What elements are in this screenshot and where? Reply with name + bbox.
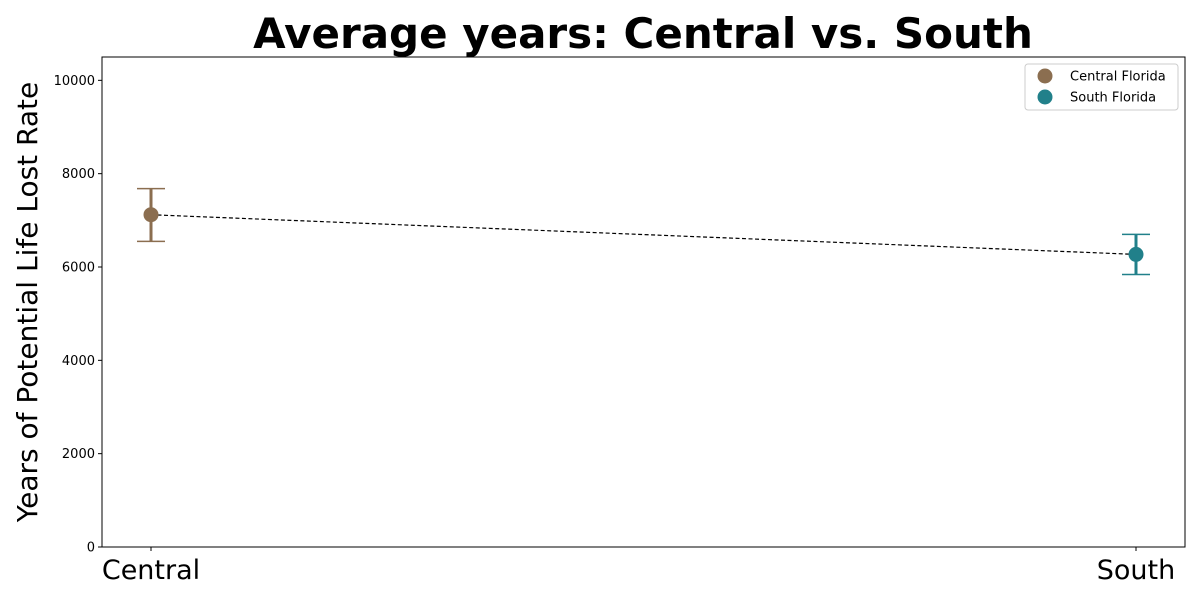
legend-box [1024, 63, 1179, 111]
axes-group: 0 2000 4000 6000 8000 10000 Central South [54, 56, 1186, 586]
y-tick-label: 10000 [54, 74, 95, 89]
y-tick-label: 2000 [62, 447, 95, 462]
connector-line [150, 214, 1137, 255]
data-point [1128, 246, 1144, 262]
chart-title: Average years: Central vs. South [253, 9, 1033, 58]
y-axis-label: Years of Potential Life Lost Rate [11, 82, 44, 524]
legend-marker [1037, 68, 1053, 84]
legend: Central Florida South Florida [1024, 63, 1179, 111]
legend-marker [1037, 89, 1053, 105]
legend-label: South Florida [1070, 91, 1156, 106]
y-tick-label: 8000 [62, 167, 95, 182]
x-category-label: South [1097, 555, 1175, 586]
x-category-label: Central [102, 555, 200, 586]
legend-label: Central Florida [1070, 70, 1166, 85]
y-tick-label: 0 [87, 541, 95, 556]
y-tick-label: 6000 [62, 261, 95, 276]
marks-group [137, 187, 1150, 276]
y-tick-label: 4000 [62, 354, 95, 369]
data-point [143, 207, 159, 223]
plot-frame [101, 56, 1186, 548]
